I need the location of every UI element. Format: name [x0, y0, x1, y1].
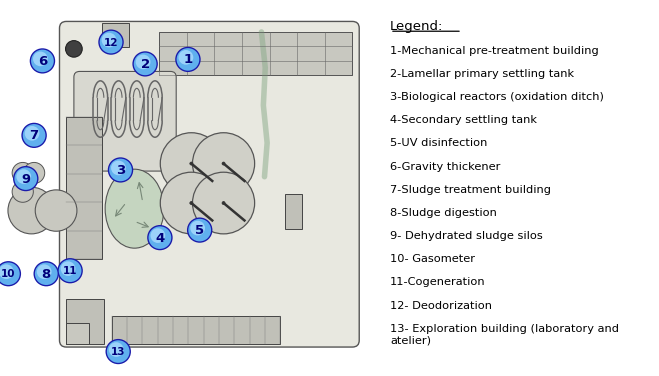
Text: 5-UV disinfection: 5-UV disinfection: [390, 138, 488, 149]
Circle shape: [108, 157, 133, 183]
Circle shape: [107, 340, 130, 363]
Circle shape: [34, 261, 59, 287]
Text: 4-Secondary settling tank: 4-Secondary settling tank: [390, 115, 537, 125]
Circle shape: [35, 190, 77, 231]
Circle shape: [222, 202, 225, 205]
Bar: [159, 32, 353, 75]
Text: 13- Exploration building (laboratory and
atelier): 13- Exploration building (laboratory and…: [390, 324, 619, 345]
Text: 3-Biological reactors (oxidation ditch): 3-Biological reactors (oxidation ditch): [390, 92, 604, 102]
Text: 1: 1: [183, 53, 192, 67]
FancyBboxPatch shape: [74, 71, 176, 171]
Text: Legend:: Legend:: [390, 20, 444, 33]
Text: 6-Gravity thickener: 6-Gravity thickener: [390, 162, 500, 171]
Circle shape: [37, 264, 51, 279]
Circle shape: [111, 161, 126, 175]
Bar: [102, 23, 129, 47]
Circle shape: [160, 133, 223, 194]
Text: 9: 9: [21, 173, 30, 186]
Bar: [285, 194, 302, 229]
Circle shape: [12, 162, 34, 183]
Circle shape: [136, 55, 150, 69]
Circle shape: [21, 123, 47, 148]
Circle shape: [150, 228, 165, 243]
Text: 9- Dehydrated sludge silos: 9- Dehydrated sludge silos: [390, 231, 543, 241]
Circle shape: [190, 162, 193, 165]
Circle shape: [16, 169, 31, 184]
Text: 7-Sludge treatment building: 7-Sludge treatment building: [390, 185, 551, 195]
Circle shape: [190, 221, 205, 235]
Text: 12- Deodorization: 12- Deodorization: [390, 300, 492, 311]
Circle shape: [109, 342, 124, 357]
Circle shape: [24, 162, 45, 183]
Bar: [67, 117, 102, 259]
Circle shape: [187, 217, 212, 243]
Text: 10: 10: [1, 269, 16, 279]
Text: 8-Sludge digestion: 8-Sludge digestion: [390, 208, 497, 218]
Circle shape: [147, 225, 173, 250]
Circle shape: [192, 172, 254, 234]
Text: 12: 12: [103, 38, 118, 48]
Text: 13: 13: [111, 347, 125, 357]
Circle shape: [33, 52, 48, 66]
Circle shape: [134, 53, 156, 75]
Circle shape: [105, 339, 131, 364]
Circle shape: [13, 166, 38, 191]
Circle shape: [132, 51, 158, 77]
Text: 1-Mechanical pre-treatment building: 1-Mechanical pre-treatment building: [390, 46, 599, 56]
Text: 2: 2: [140, 58, 150, 71]
Circle shape: [65, 41, 82, 57]
Circle shape: [57, 258, 83, 284]
Text: 10- Gasometer: 10- Gasometer: [390, 254, 475, 264]
Circle shape: [190, 202, 193, 205]
Circle shape: [61, 261, 75, 276]
Circle shape: [177, 48, 199, 71]
Circle shape: [100, 31, 123, 53]
Circle shape: [59, 259, 82, 282]
Circle shape: [0, 262, 20, 285]
Circle shape: [160, 172, 223, 234]
Circle shape: [24, 126, 40, 141]
Text: 6: 6: [38, 55, 47, 68]
Circle shape: [179, 50, 193, 65]
Circle shape: [12, 181, 34, 202]
Bar: [67, 299, 104, 344]
Text: 2-Lamellar primary settling tank: 2-Lamellar primary settling tank: [390, 69, 574, 79]
Text: 11: 11: [63, 266, 77, 276]
Circle shape: [175, 47, 201, 72]
Text: 3: 3: [116, 164, 125, 177]
FancyBboxPatch shape: [59, 21, 359, 347]
Circle shape: [14, 167, 37, 190]
Circle shape: [8, 187, 55, 234]
Circle shape: [101, 33, 117, 47]
Circle shape: [188, 219, 211, 241]
Circle shape: [148, 226, 171, 249]
Circle shape: [31, 50, 54, 72]
Circle shape: [192, 133, 254, 194]
Circle shape: [109, 159, 132, 181]
Ellipse shape: [105, 169, 164, 248]
Bar: [112, 316, 281, 344]
Text: 5: 5: [195, 224, 204, 237]
Circle shape: [22, 124, 45, 147]
Circle shape: [222, 162, 225, 165]
Text: 7: 7: [30, 129, 39, 143]
Text: 4: 4: [156, 232, 165, 245]
Text: 11-Cogeneration: 11-Cogeneration: [390, 277, 486, 287]
Circle shape: [35, 262, 57, 285]
Circle shape: [98, 29, 124, 55]
Circle shape: [30, 48, 55, 74]
Circle shape: [0, 261, 21, 287]
Bar: [67, 323, 89, 344]
Text: 8: 8: [42, 268, 51, 281]
Circle shape: [0, 264, 14, 279]
